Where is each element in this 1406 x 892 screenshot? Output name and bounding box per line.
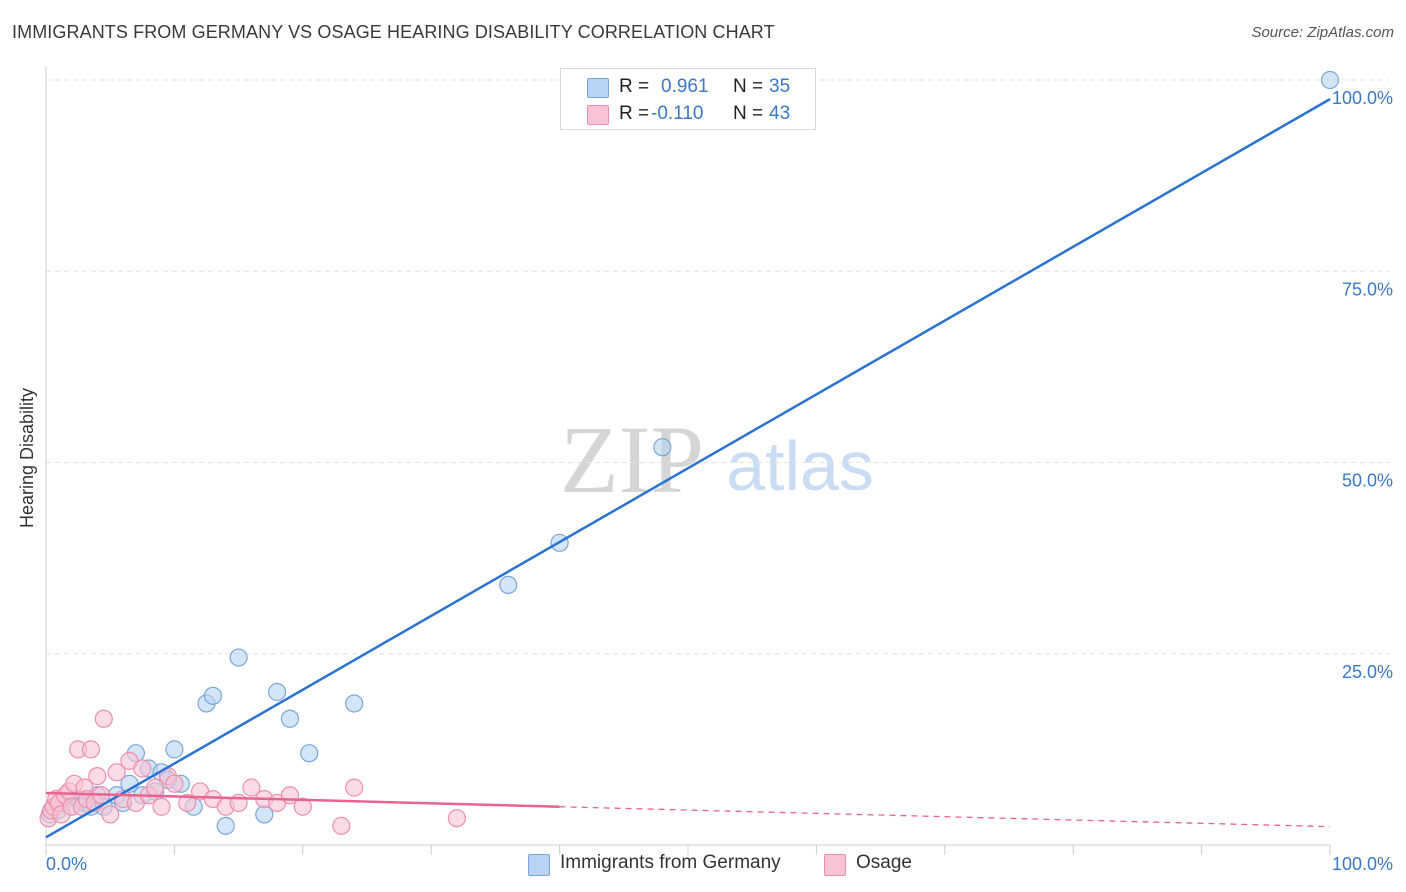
point-blue bbox=[203, 686, 223, 705]
point-pink bbox=[178, 793, 197, 813]
r-value: -0.110 bbox=[651, 103, 704, 124]
trend-extension-pink bbox=[559, 806, 1331, 828]
source-label: Source: ZipAtlas.com bbox=[1251, 24, 1394, 41]
watermark-zip: ZIP bbox=[560, 406, 704, 513]
point-pink bbox=[345, 778, 364, 797]
point-pink bbox=[242, 778, 261, 797]
n-label: N = bbox=[733, 103, 764, 124]
y-tick-label: 100.0% bbox=[1332, 88, 1393, 108]
y-tick-label: 25.0% bbox=[1342, 662, 1393, 682]
point-blue bbox=[300, 744, 319, 763]
y-tick-label: 75.0% bbox=[1342, 279, 1393, 299]
point-pink bbox=[165, 774, 184, 793]
stats-row-germany: R = 0.961 N = 35 bbox=[561, 73, 815, 101]
stats-row-osage: R = -0.110 N = 43 bbox=[561, 100, 815, 128]
point-blue bbox=[268, 682, 287, 702]
point-blue bbox=[345, 694, 364, 713]
legend-label: Osage bbox=[856, 852, 912, 873]
point-pink bbox=[101, 805, 120, 824]
trend-line-blue bbox=[45, 98, 1331, 839]
r-value: 0.961 bbox=[661, 76, 709, 97]
point-blue bbox=[1320, 70, 1340, 90]
point-pink bbox=[133, 759, 152, 778]
point-pink bbox=[152, 797, 171, 816]
legend-swatch-blue bbox=[587, 78, 609, 98]
point-pink bbox=[332, 816, 351, 835]
point-blue bbox=[653, 438, 672, 457]
n-label: N = bbox=[733, 76, 764, 97]
point-pink bbox=[94, 709, 113, 728]
point-pink bbox=[81, 740, 101, 759]
y-axis-label: Hearing Disability bbox=[17, 388, 37, 528]
point-pink bbox=[293, 797, 312, 816]
point-blue bbox=[229, 648, 248, 667]
point-blue bbox=[280, 709, 300, 728]
point-blue bbox=[165, 740, 184, 759]
x-tick-label: 100.0% bbox=[1332, 854, 1393, 874]
trend-line-pink bbox=[45, 791, 560, 808]
legend-swatch-pink bbox=[824, 854, 846, 876]
legend-label: Immigrants from Germany bbox=[560, 852, 781, 873]
point-blue bbox=[499, 575, 518, 595]
r-label: R = bbox=[619, 103, 650, 124]
y-tick-label: 50.0% bbox=[1342, 471, 1393, 491]
n-value: 35 bbox=[769, 76, 791, 97]
legend-swatch-pink bbox=[587, 105, 609, 125]
x-tick-label: 0.0% bbox=[46, 854, 87, 874]
n-value: 43 bbox=[769, 103, 791, 124]
legend-swatch-blue bbox=[528, 854, 550, 876]
point-pink bbox=[447, 809, 466, 828]
r-label: R = bbox=[619, 76, 650, 97]
point-blue bbox=[216, 816, 235, 835]
stats-legend: R = 0.961 N = 35 R = -0.110 N = 43 bbox=[560, 68, 816, 130]
point-pink bbox=[88, 767, 107, 786]
chart-title: IMMIGRANTS FROM GERMANY VS OSAGE HEARING… bbox=[12, 22, 775, 42]
watermark-atlas: atlas bbox=[726, 427, 874, 505]
point-pink bbox=[107, 763, 126, 782]
